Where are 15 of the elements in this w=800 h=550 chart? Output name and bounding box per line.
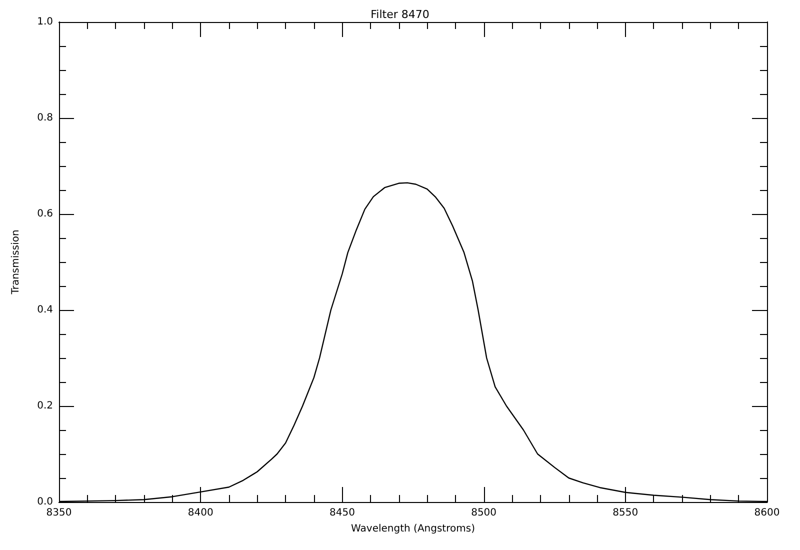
x-axis-title: Wavelength (Angstroms): [351, 524, 476, 534]
x-tick-label: 8550: [612, 508, 638, 518]
y-tick-label: 0.4: [37, 304, 53, 316]
x-tick-label: 8350: [46, 508, 72, 518]
y-tick-label: 0.8: [37, 112, 53, 124]
x-tick-label: 8400: [188, 508, 214, 518]
x-tick-label: 8600: [754, 508, 780, 518]
y-tick-label: 0.2: [37, 400, 53, 412]
y-axis-title: Transmission: [10, 230, 22, 296]
y-tick-label: 1.0: [37, 16, 53, 28]
y-tick-label: 0.0: [37, 496, 53, 508]
x-tick-label: 8500: [471, 508, 497, 518]
y-tick-label: 0.6: [37, 208, 53, 220]
chart-title: Filter 8470: [370, 8, 430, 21]
x-tick-label: 8450: [329, 508, 355, 518]
